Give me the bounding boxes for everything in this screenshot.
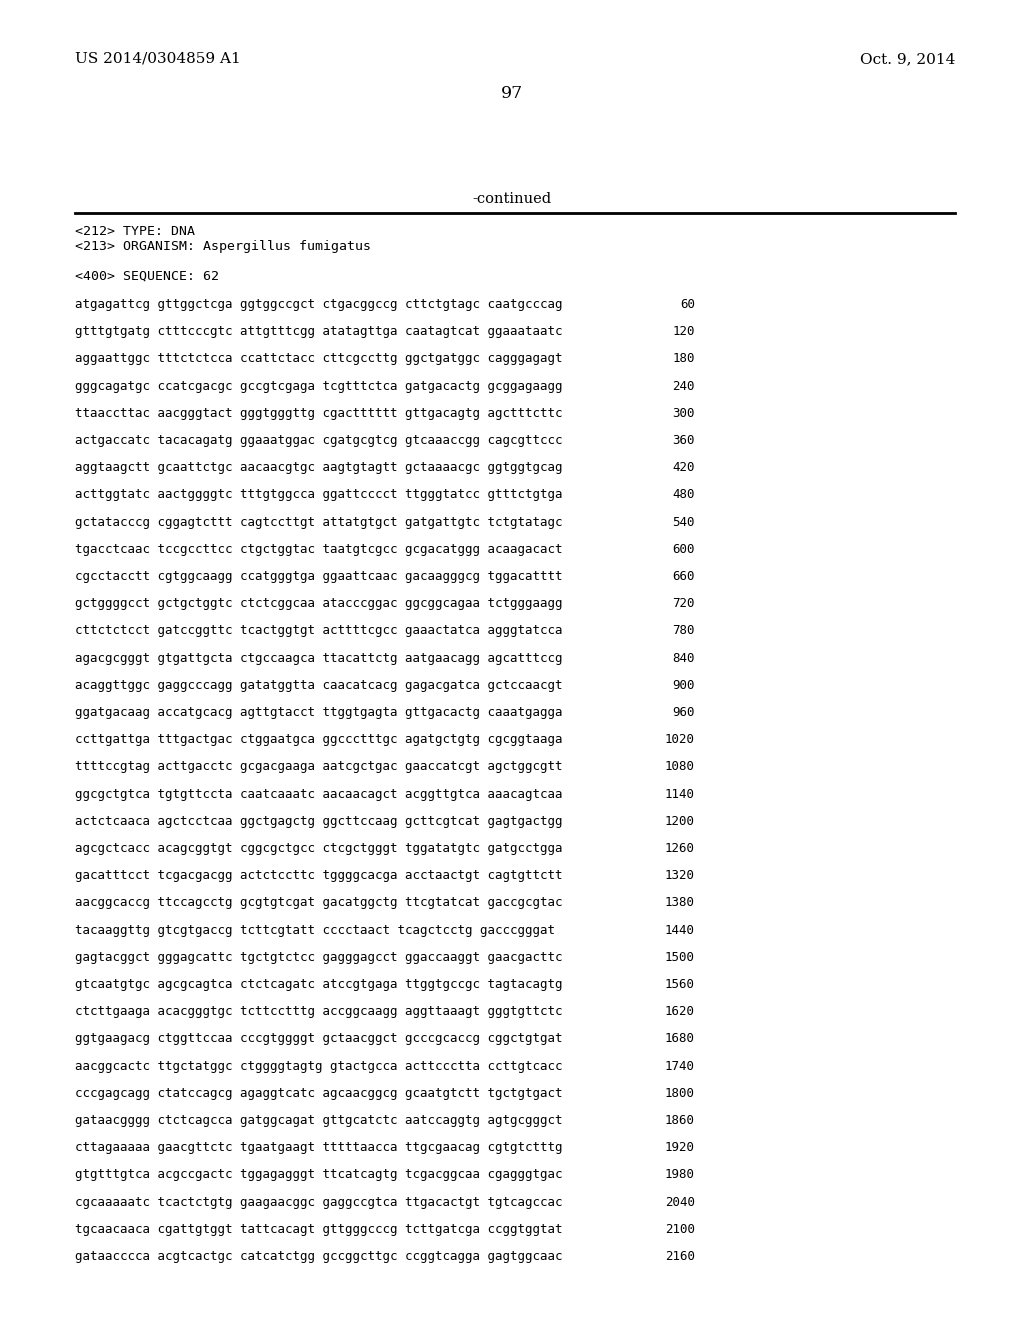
Text: cttctctcct gatccggttc tcactggtgt acttttcgcc gaaactatca agggtatcca: cttctctcct gatccggttc tcactggtgt acttttc… xyxy=(75,624,562,638)
Text: 2160: 2160 xyxy=(665,1250,695,1263)
Text: atgagattcg gttggctcga ggtggccgct ctgacggccg cttctgtagc caatgcccag: atgagattcg gttggctcga ggtggccgct ctgacgg… xyxy=(75,298,562,312)
Text: gtcaatgtgc agcgcagtca ctctcagatc atccgtgaga ttggtgccgc tagtacagtg: gtcaatgtgc agcgcagtca ctctcagatc atccgtg… xyxy=(75,978,562,991)
Text: 1800: 1800 xyxy=(665,1086,695,1100)
Text: ttttccgtag acttgacctc gcgacgaaga aatcgctgac gaaccatcgt agctggcgtt: ttttccgtag acttgacctc gcgacgaaga aatcgct… xyxy=(75,760,562,774)
Text: cgcaaaaatc tcactctgtg gaagaacggc gaggccgtca ttgacactgt tgtcagccac: cgcaaaaatc tcactctgtg gaagaacggc gaggccg… xyxy=(75,1196,562,1209)
Text: US 2014/0304859 A1: US 2014/0304859 A1 xyxy=(75,51,241,66)
Text: <212> TYPE: DNA: <212> TYPE: DNA xyxy=(75,224,195,238)
Text: agacgcgggt gtgattgcta ctgccaagca ttacattctg aatgaacagg agcatttccg: agacgcgggt gtgattgcta ctgccaagca ttacatt… xyxy=(75,652,562,664)
Text: gtttgtgatg ctttcccgtc attgtttcgg atatagttga caatagtcat ggaaataatc: gtttgtgatg ctttcccgtc attgtttcgg atatagt… xyxy=(75,325,562,338)
Text: 1500: 1500 xyxy=(665,950,695,964)
Text: 1200: 1200 xyxy=(665,814,695,828)
Text: tacaaggttg gtcgtgaccg tcttcgtatt cccctaact tcagctcctg gacccgggat: tacaaggttg gtcgtgaccg tcttcgtatt cccctaa… xyxy=(75,924,555,937)
Text: aggaattggc tttctctcca ccattctacc cttcgccttg ggctgatggc cagggagagt: aggaattggc tttctctcca ccattctacc cttcgcc… xyxy=(75,352,562,366)
Text: 480: 480 xyxy=(673,488,695,502)
Text: 120: 120 xyxy=(673,325,695,338)
Text: 1020: 1020 xyxy=(665,733,695,746)
Text: ctcttgaaga acacgggtgc tcttcctttg accggcaagg aggttaaagt gggtgttctc: ctcttgaaga acacgggtgc tcttcctttg accggca… xyxy=(75,1006,562,1018)
Text: aggtaagctt gcaattctgc aacaacgtgc aagtgtagtt gctaaaacgc ggtggtgcag: aggtaagctt gcaattctgc aacaacgtgc aagtgta… xyxy=(75,461,562,474)
Text: gacatttcct tcgacgacgg actctccttc tggggcacga acctaactgt cagtgttctt: gacatttcct tcgacgacgg actctccttc tggggca… xyxy=(75,869,562,882)
Text: cccgagcagg ctatccagcg agaggtcatc agcaacggcg gcaatgtctt tgctgtgact: cccgagcagg ctatccagcg agaggtcatc agcaacg… xyxy=(75,1086,562,1100)
Text: gggcagatgc ccatcgacgc gccgtcgaga tcgtttctca gatgacactg gcggagaagg: gggcagatgc ccatcgacgc gccgtcgaga tcgtttc… xyxy=(75,380,562,392)
Text: 720: 720 xyxy=(673,597,695,610)
Text: 1380: 1380 xyxy=(665,896,695,909)
Text: gctggggcct gctgctggtc ctctcggcaa atacccggac ggcggcagaa tctgggaagg: gctggggcct gctgctggtc ctctcggcaa atacccg… xyxy=(75,597,562,610)
Text: 1620: 1620 xyxy=(665,1006,695,1018)
Text: 1740: 1740 xyxy=(665,1060,695,1073)
Text: cttagaaaaa gaacgttctc tgaatgaagt tttttaacca ttgcgaacag cgtgtctttg: cttagaaaaa gaacgttctc tgaatgaagt tttttaa… xyxy=(75,1142,562,1154)
Text: gagtacggct gggagcattc tgctgtctcc gagggagcct ggaccaaggt gaacgacttc: gagtacggct gggagcattc tgctgtctcc gagggag… xyxy=(75,950,562,964)
Text: 420: 420 xyxy=(673,461,695,474)
Text: <400> SEQUENCE: 62: <400> SEQUENCE: 62 xyxy=(75,271,219,282)
Text: <213> ORGANISM: Aspergillus fumigatus: <213> ORGANISM: Aspergillus fumigatus xyxy=(75,240,371,253)
Text: actctcaaca agctcctcaa ggctgagctg ggcttccaag gcttcgtcat gagtgactgg: actctcaaca agctcctcaa ggctgagctg ggcttcc… xyxy=(75,814,562,828)
Text: cgcctacctt cgtggcaagg ccatgggtga ggaattcaac gacaagggcg tggacatttt: cgcctacctt cgtggcaagg ccatgggtga ggaattc… xyxy=(75,570,562,583)
Text: 1320: 1320 xyxy=(665,869,695,882)
Text: 1920: 1920 xyxy=(665,1142,695,1154)
Text: 1860: 1860 xyxy=(665,1114,695,1127)
Text: 300: 300 xyxy=(673,407,695,420)
Text: 97: 97 xyxy=(501,84,523,102)
Text: aacggcactc ttgctatggc ctggggtagtg gtactgcca acttccctta ccttgtcacc: aacggcactc ttgctatggc ctggggtagtg gtactg… xyxy=(75,1060,562,1073)
Text: 1140: 1140 xyxy=(665,788,695,801)
Text: 1260: 1260 xyxy=(665,842,695,855)
Text: agcgctcacc acagcggtgt cggcgctgcc ctcgctgggt tggatatgtc gatgcctgga: agcgctcacc acagcggtgt cggcgctgcc ctcgctg… xyxy=(75,842,562,855)
Text: acaggttggc gaggcccagg gatatggtta caacatcacg gagacgatca gctccaacgt: acaggttggc gaggcccagg gatatggtta caacatc… xyxy=(75,678,562,692)
Text: 2100: 2100 xyxy=(665,1222,695,1236)
Text: 1080: 1080 xyxy=(665,760,695,774)
Text: tgcaacaaca cgattgtggt tattcacagt gttgggcccg tcttgatcga ccggtggtat: tgcaacaaca cgattgtggt tattcacagt gttgggc… xyxy=(75,1222,562,1236)
Text: Oct. 9, 2014: Oct. 9, 2014 xyxy=(859,51,955,66)
Text: 600: 600 xyxy=(673,543,695,556)
Text: 2040: 2040 xyxy=(665,1196,695,1209)
Text: 240: 240 xyxy=(673,380,695,392)
Text: 540: 540 xyxy=(673,516,695,528)
Text: aacggcaccg ttccagcctg gcgtgtcgat gacatggctg ttcgtatcat gaccgcgtac: aacggcaccg ttccagcctg gcgtgtcgat gacatgg… xyxy=(75,896,562,909)
Text: tgacctcaac tccgccttcc ctgctggtac taatgtcgcc gcgacatggg acaagacact: tgacctcaac tccgccttcc ctgctggtac taatgtc… xyxy=(75,543,562,556)
Text: 840: 840 xyxy=(673,652,695,664)
Text: 360: 360 xyxy=(673,434,695,447)
Text: 1560: 1560 xyxy=(665,978,695,991)
Text: gataacgggg ctctcagcca gatggcagat gttgcatctc aatccaggtg agtgcgggct: gataacgggg ctctcagcca gatggcagat gttgcat… xyxy=(75,1114,562,1127)
Text: 60: 60 xyxy=(680,298,695,312)
Text: -continued: -continued xyxy=(472,191,552,206)
Text: actgaccatc tacacagatg ggaaatggac cgatgcgtcg gtcaaaccgg cagcgttccc: actgaccatc tacacagatg ggaaatggac cgatgcg… xyxy=(75,434,562,447)
Text: 780: 780 xyxy=(673,624,695,638)
Text: ccttgattga tttgactgac ctggaatgca ggccctttgc agatgctgtg cgcggtaaga: ccttgattga tttgactgac ctggaatgca ggccctt… xyxy=(75,733,562,746)
Text: ggcgctgtca tgtgttccta caatcaaatc aacaacagct acggttgtca aaacagtcaa: ggcgctgtca tgtgttccta caatcaaatc aacaaca… xyxy=(75,788,562,801)
Text: ggatgacaag accatgcacg agttgtacct ttggtgagta gttgacactg caaatgagga: ggatgacaag accatgcacg agttgtacct ttggtga… xyxy=(75,706,562,719)
Text: 960: 960 xyxy=(673,706,695,719)
Text: 1440: 1440 xyxy=(665,924,695,937)
Text: 1680: 1680 xyxy=(665,1032,695,1045)
Text: ggtgaagacg ctggttccaa cccgtggggt gctaacggct gcccgcaccg cggctgtgat: ggtgaagacg ctggttccaa cccgtggggt gctaacg… xyxy=(75,1032,562,1045)
Text: 900: 900 xyxy=(673,678,695,692)
Text: gctatacccg cggagtcttt cagtccttgt attatgtgct gatgattgtc tctgtatagc: gctatacccg cggagtcttt cagtccttgt attatgt… xyxy=(75,516,562,528)
Text: 1980: 1980 xyxy=(665,1168,695,1181)
Text: ttaaccttac aacgggtact gggtgggttg cgactttttt gttgacagtg agctttcttc: ttaaccttac aacgggtact gggtgggttg cgacttt… xyxy=(75,407,562,420)
Text: 660: 660 xyxy=(673,570,695,583)
Text: acttggtatc aactggggtc tttgtggcca ggattcccct ttgggtatcc gtttctgtga: acttggtatc aactggggtc tttgtggcca ggattcc… xyxy=(75,488,562,502)
Text: 180: 180 xyxy=(673,352,695,366)
Text: gtgtttgtca acgccgactc tggagagggt ttcatcagtg tcgacggcaa cgagggtgac: gtgtttgtca acgccgactc tggagagggt ttcatca… xyxy=(75,1168,562,1181)
Text: gataacccca acgtcactgc catcatctgg gccggcttgc ccggtcagga gagtggcaac: gataacccca acgtcactgc catcatctgg gccggct… xyxy=(75,1250,562,1263)
